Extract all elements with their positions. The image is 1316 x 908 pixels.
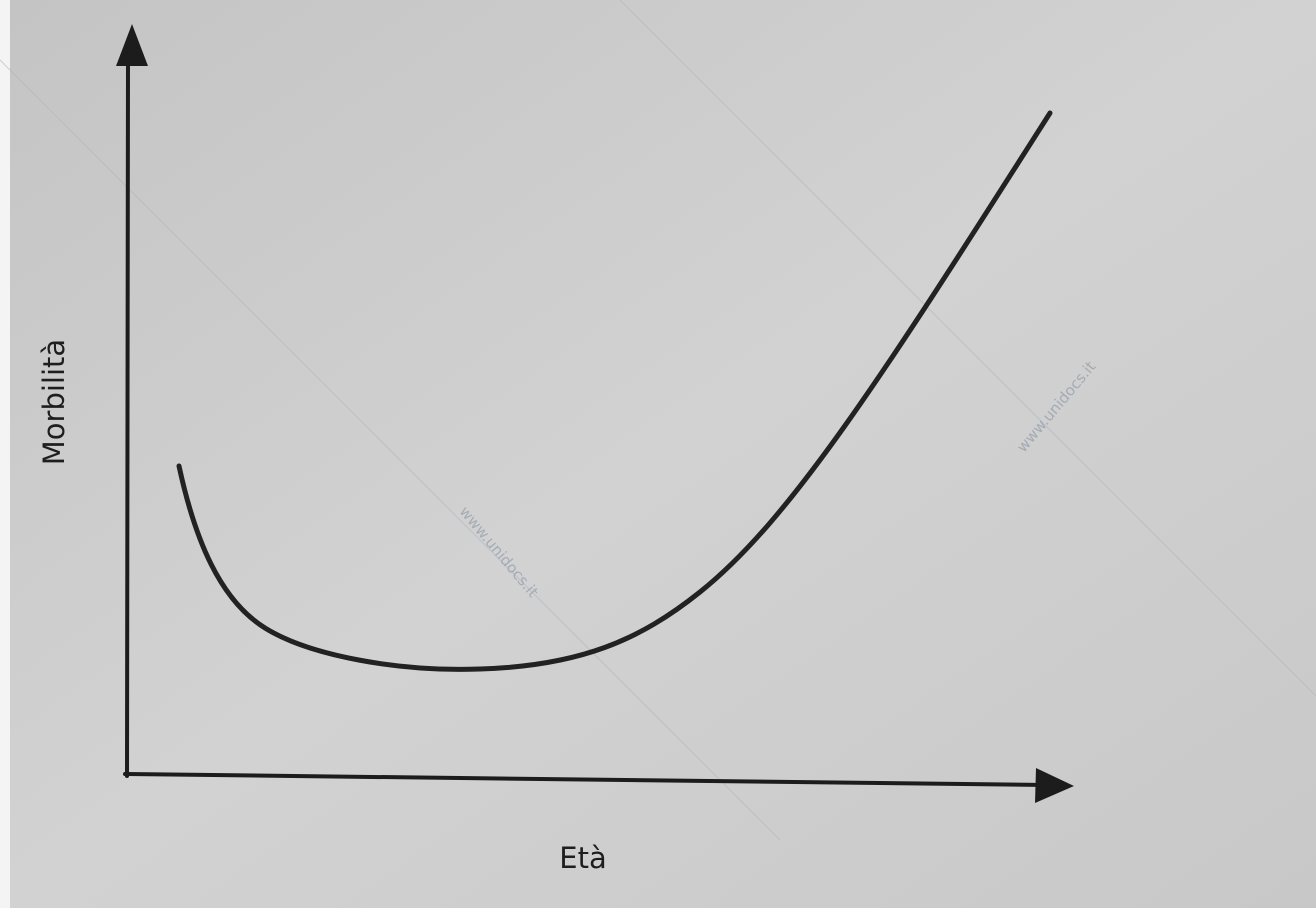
- background: [0, 0, 1316, 908]
- photo: www.unidocs.it www.unidocs.it Età Morbil…: [0, 0, 1316, 908]
- y-axis: [127, 55, 128, 776]
- x-axis-label: Età: [559, 841, 606, 875]
- y-axis-label: Morbilità: [37, 339, 71, 465]
- page-edge: [0, 0, 10, 908]
- page: www.unidocs.it www.unidocs.it Età Morbil…: [0, 0, 1316, 908]
